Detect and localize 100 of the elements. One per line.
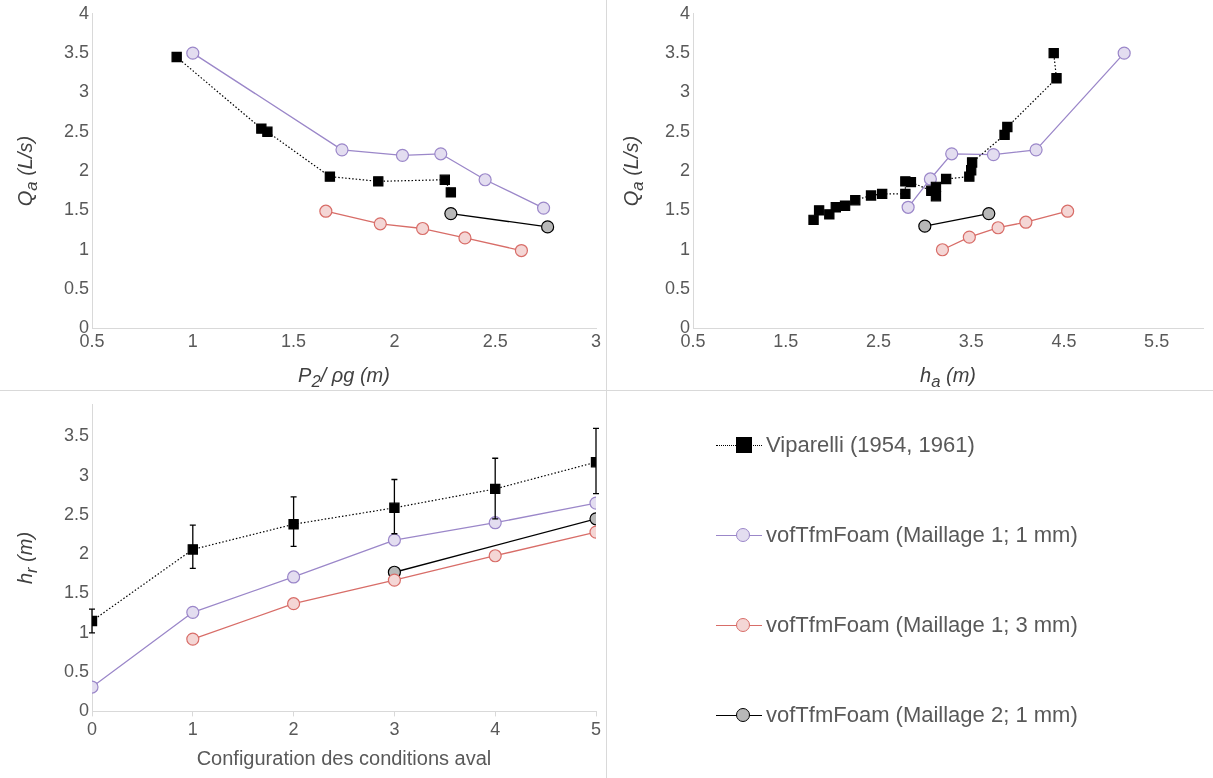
point	[982, 206, 996, 221]
point	[1002, 121, 1013, 133]
point	[1029, 143, 1043, 157]
y-tick-label: 3.5	[63, 425, 89, 446]
point	[387, 573, 401, 587]
y-tick-label: 2.5	[63, 120, 89, 141]
point	[389, 502, 400, 513]
point	[830, 202, 841, 213]
x-tick-label: 3	[590, 331, 602, 352]
point	[850, 195, 861, 206]
y-tick-label: 1.5	[664, 199, 690, 220]
x-tick-label: 1.5	[281, 331, 307, 352]
x-tick-label: 2.5	[482, 331, 508, 352]
point	[935, 243, 950, 257]
point	[536, 201, 551, 215]
legend-label: vofTfmFoam (Maillage 1; 1 mm)	[766, 522, 1078, 548]
point	[439, 174, 450, 185]
point	[335, 143, 349, 157]
y-tick-label: 1.5	[63, 199, 89, 220]
y-tick-label: 2.5	[63, 503, 89, 524]
x-tick-label: 3.5	[958, 331, 984, 352]
point	[966, 157, 978, 168]
point	[478, 173, 492, 187]
point	[458, 231, 472, 245]
x-tick-label: 1.5	[773, 331, 799, 352]
y-tick-label: 3.5	[63, 42, 89, 63]
point	[444, 206, 458, 221]
y-tick-label: 2	[78, 543, 89, 564]
point	[1061, 204, 1075, 218]
point	[416, 221, 430, 236]
y-tick-label: 3.5	[664, 42, 690, 63]
x-tick-label: 2	[389, 331, 400, 352]
point	[1019, 215, 1033, 229]
y-tick-label: 3	[78, 464, 89, 485]
y-tick-label: 3	[78, 81, 89, 102]
point	[945, 147, 959, 161]
point	[319, 204, 333, 218]
x-axis-title: h$_{a}$ (m)	[920, 364, 976, 393]
point	[287, 570, 301, 584]
point	[1051, 73, 1062, 84]
y-tick-label: 0.5	[63, 278, 89, 299]
x-tick-label: 5	[590, 719, 602, 740]
point	[808, 214, 819, 226]
point	[288, 519, 299, 530]
point	[324, 171, 336, 182]
point	[930, 191, 942, 202]
point	[186, 632, 200, 646]
y-tick-label: 4	[679, 2, 690, 23]
x-tick-label: 5.5	[1144, 331, 1170, 352]
point	[186, 46, 200, 60]
y-tick-label: 2.5	[664, 120, 690, 141]
y-tick-label: 0.5	[664, 278, 690, 299]
point	[488, 549, 502, 563]
x-tick-label: 4.5	[1051, 331, 1077, 352]
point	[514, 243, 529, 258]
x-tick-label: 2	[288, 719, 299, 740]
y-tick-label: 0	[78, 700, 89, 721]
point	[923, 172, 937, 186]
point	[1117, 46, 1131, 60]
y-tick-label: 2	[679, 160, 690, 181]
legend-label: vofTfmFoam (Maillage 1; 3 mm)	[766, 612, 1078, 638]
y-tick-label: 1	[78, 238, 89, 259]
point	[187, 544, 198, 555]
point	[986, 147, 1001, 162]
legend-label: Viparelli (1954, 1961)	[766, 432, 975, 458]
point	[918, 219, 932, 233]
point	[445, 187, 457, 198]
x-tick-label: 3	[389, 719, 400, 740]
x-tick-label: 1	[187, 719, 198, 740]
y-tick-label: 0.5	[63, 661, 89, 682]
x-tick-label: 2.5	[865, 331, 891, 352]
point	[991, 221, 1005, 235]
point	[171, 51, 182, 63]
point	[434, 147, 448, 161]
point	[1048, 47, 1059, 59]
y-tick-label: 2	[78, 160, 89, 181]
point	[940, 173, 952, 185]
point	[373, 217, 387, 231]
point	[541, 220, 555, 234]
x-tick-label: 1	[187, 331, 198, 352]
point	[262, 126, 273, 137]
point	[813, 205, 825, 216]
y-tick-label: 3	[679, 81, 690, 102]
point	[387, 533, 401, 547]
point	[373, 176, 384, 187]
point	[287, 597, 301, 611]
x-tick-label: 4	[490, 719, 501, 740]
point	[905, 176, 917, 188]
point	[488, 516, 502, 530]
point	[876, 188, 888, 200]
legend-label: vofTfmFoam (Maillage 2; 1 mm)	[766, 702, 1078, 728]
y-tick-label: 1	[78, 621, 89, 642]
point	[900, 188, 911, 200]
point	[186, 605, 200, 619]
point	[865, 190, 877, 201]
point	[962, 230, 976, 244]
x-axis-title: P$_{2}$/ ρg (m)	[298, 364, 390, 393]
y-tick-label: 1	[679, 238, 690, 259]
y-tick-label: 4	[78, 2, 89, 23]
x-axis-title: Configuration des conditions aval	[196, 747, 492, 771]
